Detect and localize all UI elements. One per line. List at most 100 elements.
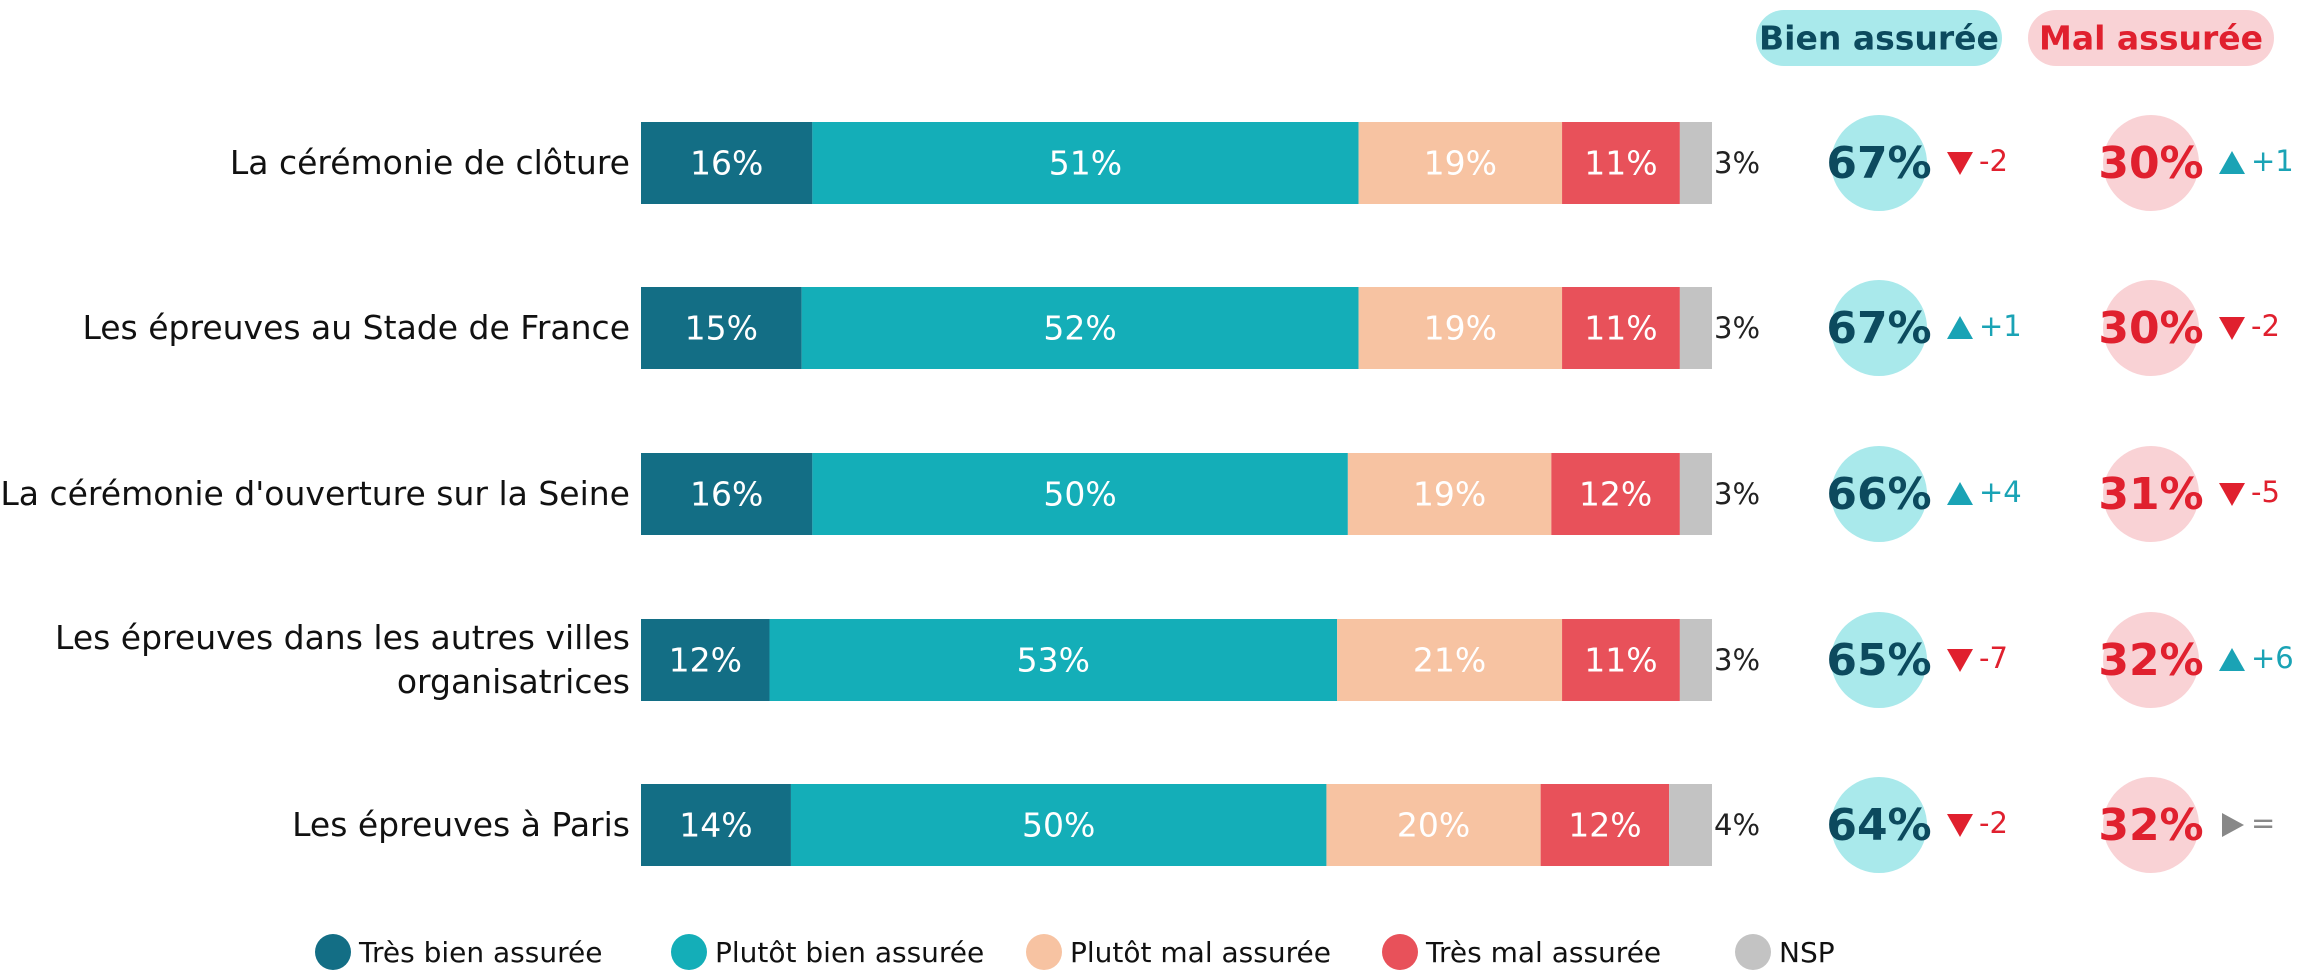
value-label: 16% (690, 475, 763, 514)
change-arrow (1947, 482, 1973, 505)
header-pill (2028, 10, 2274, 66)
value-label: 11% (1584, 144, 1657, 183)
value-label: 12% (1579, 475, 1652, 514)
value-label: 21% (1413, 641, 1486, 680)
change-arrow (1947, 649, 1973, 672)
change-label: +1 (2251, 144, 2294, 178)
value-label: 11% (1584, 641, 1657, 680)
bar-segment (641, 122, 813, 204)
change-label: -2 (2251, 309, 2280, 343)
bar-segment (641, 619, 770, 701)
bar-segment (1540, 784, 1670, 866)
total-label: 67% (1826, 303, 1931, 354)
value-label: 12% (1568, 806, 1641, 845)
legend-label: Très bien assurée (358, 936, 602, 969)
value-label: 52% (1043, 309, 1116, 348)
total-bubble (1831, 612, 1927, 708)
change-label: -2 (1979, 144, 2008, 178)
legend-swatch (315, 934, 351, 970)
change-label: +1 (1979, 309, 2022, 343)
total-label: 31% (2098, 469, 2203, 520)
category-label: La cérémonie de clôture (229, 143, 630, 182)
legend-swatch (1382, 934, 1418, 970)
value-label: 50% (1043, 475, 1116, 514)
value-label: 53% (1017, 641, 1090, 680)
value-label: 3% (1714, 146, 1760, 180)
value-label: 19% (1424, 309, 1497, 348)
total-label: 64% (1826, 800, 1931, 851)
value-label: 19% (1424, 144, 1497, 183)
category-label: Les épreuves dans les autres villes orga… (55, 618, 630, 701)
legend-label: Plutôt mal assurée (1070, 936, 1331, 969)
bar-segment (641, 287, 802, 369)
bar-segment (769, 619, 1338, 701)
bar-segment (801, 287, 1359, 369)
change-arrow (1947, 814, 1973, 837)
value-label: 51% (1049, 144, 1122, 183)
value-label: 11% (1584, 309, 1657, 348)
legend-label: Plutôt bien assurée (715, 936, 984, 969)
bar-segment (1679, 287, 1712, 369)
category-label: Les épreuves au Stade de France (82, 308, 630, 347)
value-label: 50% (1022, 806, 1095, 845)
legend-swatch (1735, 934, 1771, 970)
legend-swatch (1026, 934, 1062, 970)
change-arrow (2219, 151, 2245, 174)
total-bubble (2103, 280, 2199, 376)
change-arrow (1947, 152, 1973, 175)
total-label: 32% (2098, 635, 2203, 686)
header-title: Bien assurée (1759, 19, 1999, 58)
value-label: 16% (690, 144, 763, 183)
bar-segment (1679, 122, 1712, 204)
bar-segment (1679, 453, 1712, 535)
value-label: 3% (1714, 477, 1760, 511)
change-arrow (1947, 316, 1973, 339)
total-bubble (2103, 612, 2199, 708)
category-label: Les épreuves à Paris (292, 805, 630, 844)
total-label: 67% (1826, 138, 1931, 189)
bar-segment (1358, 287, 1563, 369)
total-label: 30% (2098, 138, 2203, 189)
value-label: 4% (1714, 808, 1760, 842)
change-label: = (2251, 806, 2275, 840)
total-label: 30% (2098, 303, 2203, 354)
bar-segment (812, 453, 1348, 535)
total-label: 32% (2098, 800, 2203, 851)
change-label: +6 (2251, 641, 2294, 675)
bar-segment (1358, 122, 1563, 204)
total-bubble (2103, 777, 2199, 873)
header-pill (1756, 10, 2002, 66)
header-title: Mal assurée (2039, 19, 2263, 58)
bar-segment (790, 784, 1327, 866)
bar-segment (1669, 784, 1712, 866)
total-bubble (2103, 115, 2199, 211)
total-label: 66% (1826, 469, 1931, 520)
value-label: 3% (1714, 643, 1760, 677)
bar-segment (1562, 122, 1680, 204)
bar-segment (1337, 619, 1563, 701)
value-label: 3% (1714, 311, 1760, 345)
total-bubble (1831, 777, 1927, 873)
bar-segment (1562, 619, 1680, 701)
change-arrow (2219, 317, 2245, 340)
total-bubble (2103, 446, 2199, 542)
change-arrow (2219, 483, 2245, 506)
change-label: -7 (1979, 641, 2008, 675)
total-bubble (1831, 280, 1927, 376)
total-bubble (1831, 446, 1927, 542)
value-label: 20% (1397, 806, 1470, 845)
bar-segment (1326, 784, 1541, 866)
total-bubble (1831, 115, 1927, 211)
bar-segment (1347, 453, 1552, 535)
category-label: La cérémonie d'ouverture sur la Seine (0, 474, 630, 513)
bar-segment (1562, 287, 1680, 369)
bar-segment (812, 122, 1359, 204)
bar-segment (641, 453, 813, 535)
change-label: -5 (2251, 475, 2280, 509)
change-label: -2 (1979, 806, 2008, 840)
bar-segment (641, 784, 791, 866)
value-label: 19% (1413, 475, 1486, 514)
legend-label: Très mal assurée (1425, 936, 1661, 969)
